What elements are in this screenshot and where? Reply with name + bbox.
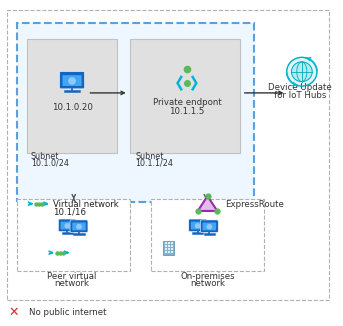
FancyBboxPatch shape	[168, 251, 170, 253]
FancyBboxPatch shape	[203, 223, 216, 230]
Text: network: network	[55, 279, 90, 289]
Text: 10.1.0/24: 10.1.0/24	[31, 159, 69, 168]
Text: network: network	[190, 279, 225, 289]
FancyBboxPatch shape	[164, 241, 174, 255]
FancyBboxPatch shape	[165, 242, 167, 244]
FancyBboxPatch shape	[165, 245, 167, 247]
FancyBboxPatch shape	[171, 242, 173, 244]
Text: No public internet: No public internet	[29, 308, 107, 317]
Text: Private endpont: Private endpont	[153, 98, 221, 107]
Text: Virtual network: Virtual network	[53, 200, 119, 209]
FancyBboxPatch shape	[62, 75, 82, 86]
Text: Peer virtual: Peer virtual	[47, 272, 97, 281]
FancyBboxPatch shape	[171, 245, 173, 247]
FancyBboxPatch shape	[151, 199, 264, 271]
FancyBboxPatch shape	[189, 219, 206, 231]
FancyBboxPatch shape	[70, 220, 88, 232]
FancyBboxPatch shape	[130, 39, 240, 153]
FancyBboxPatch shape	[17, 23, 254, 202]
FancyBboxPatch shape	[7, 10, 329, 300]
FancyBboxPatch shape	[165, 248, 167, 250]
FancyBboxPatch shape	[168, 242, 170, 244]
FancyBboxPatch shape	[191, 222, 204, 230]
FancyBboxPatch shape	[60, 71, 84, 89]
Text: Subnet: Subnet	[31, 152, 59, 161]
FancyBboxPatch shape	[171, 248, 173, 250]
FancyBboxPatch shape	[165, 251, 167, 253]
FancyBboxPatch shape	[17, 199, 130, 271]
FancyBboxPatch shape	[168, 245, 170, 247]
Circle shape	[65, 224, 70, 228]
Circle shape	[292, 62, 312, 82]
Text: for IoT Hubs: for IoT Hubs	[274, 91, 326, 100]
Text: ExpressRoute: ExpressRoute	[225, 200, 284, 209]
Circle shape	[196, 224, 200, 228]
Text: 10.1.0.20: 10.1.0.20	[51, 103, 93, 112]
FancyBboxPatch shape	[61, 222, 74, 230]
FancyBboxPatch shape	[168, 248, 170, 250]
Polygon shape	[198, 196, 217, 211]
FancyBboxPatch shape	[171, 251, 173, 253]
Circle shape	[207, 225, 212, 229]
Text: On-premises: On-premises	[180, 272, 235, 281]
FancyBboxPatch shape	[200, 220, 218, 232]
Circle shape	[287, 57, 317, 86]
FancyBboxPatch shape	[27, 39, 117, 153]
Circle shape	[77, 225, 81, 229]
FancyBboxPatch shape	[58, 219, 76, 231]
Text: 10.1/16: 10.1/16	[53, 208, 86, 217]
Text: 10.1.1/24: 10.1.1/24	[135, 159, 173, 168]
Circle shape	[69, 78, 75, 84]
Text: Device Update: Device Update	[268, 83, 332, 92]
Text: ✕: ✕	[9, 306, 19, 319]
FancyBboxPatch shape	[72, 223, 86, 230]
Text: 10.1.1.5: 10.1.1.5	[169, 107, 205, 116]
Text: Subnet: Subnet	[135, 152, 164, 161]
